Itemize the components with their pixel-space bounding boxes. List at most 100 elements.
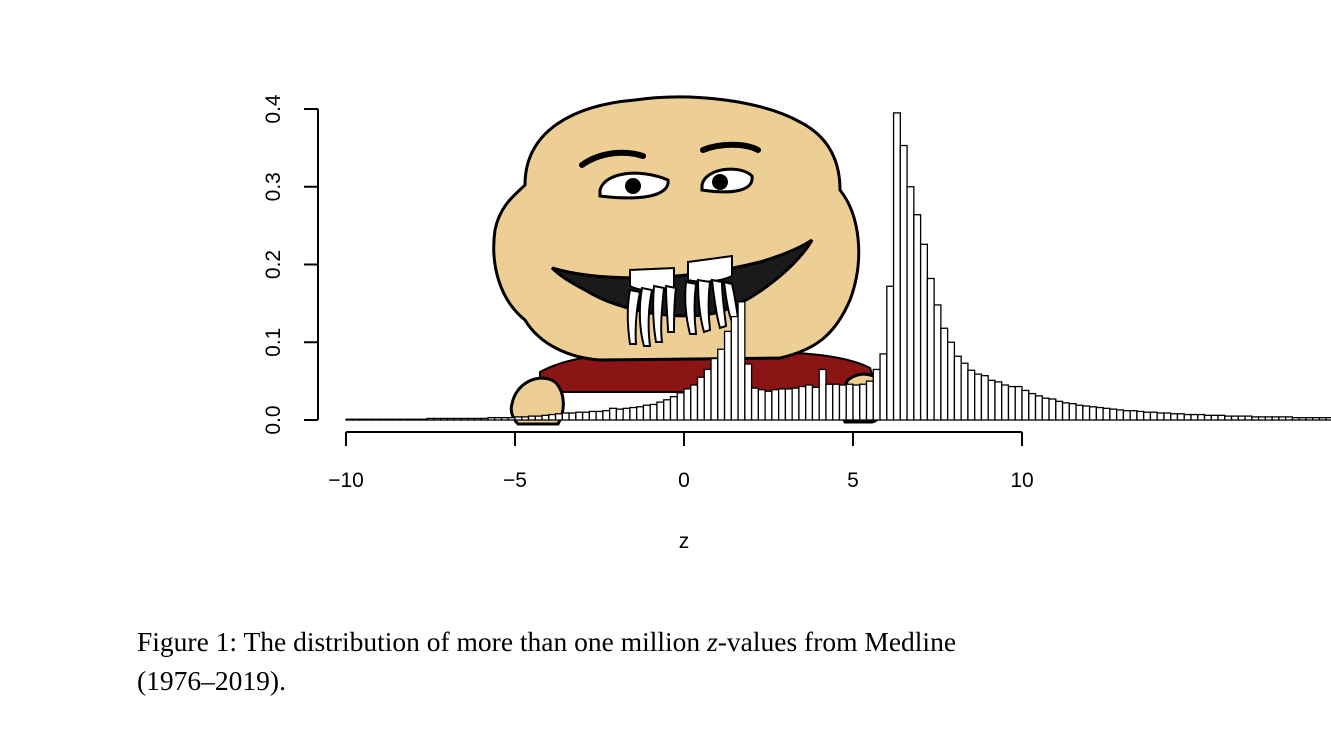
histogram-bar: [717, 348, 726, 421]
histogram-bar: [974, 373, 983, 421]
histogram-bar: [669, 396, 678, 421]
histogram-bar: [1028, 392, 1037, 421]
histogram-bar: [838, 384, 847, 421]
histogram-bar: [940, 327, 949, 421]
histogram-bar: [1251, 416, 1260, 421]
axes: −10 −5 0 5 10 0.0 0.1 0.2 0.3 0.4: [262, 94, 1034, 492]
histogram-bar: [1149, 411, 1158, 421]
histogram-bar: [392, 418, 401, 421]
histogram-bar: [1034, 395, 1043, 421]
histogram-bar: [615, 408, 624, 421]
histogram-bar: [710, 357, 719, 421]
histogram-bar: [865, 380, 874, 421]
histogram-bar: [406, 418, 415, 421]
cartoon-beard-right: [684, 278, 740, 335]
histogram-bar: [1224, 415, 1233, 421]
histogram-bar: [872, 368, 881, 421]
histogram-bar: [487, 417, 496, 421]
histogram-bar: [636, 406, 645, 421]
histogram-bar: [696, 376, 705, 421]
histogram-bar: [1305, 417, 1314, 421]
histogram-bar: [622, 407, 631, 421]
histogram-bar: [433, 417, 442, 421]
histogram-bar: [805, 384, 814, 421]
histogram-bar: [1102, 407, 1111, 421]
x-tick-label: −5: [503, 469, 527, 492]
histogram-bar: [845, 383, 854, 421]
histogram-bar: [730, 315, 739, 421]
histogram-bar: [899, 144, 908, 421]
histogram-bar: [1264, 416, 1273, 421]
histogram-bar: [399, 418, 408, 421]
histogram-bar: [426, 417, 435, 421]
histogram-bar: [791, 387, 800, 421]
x-axis-title: z: [679, 530, 690, 553]
histogram-bar: [1170, 413, 1179, 421]
histogram-bar: [987, 379, 996, 421]
histogram-bar: [561, 412, 570, 421]
histogram-bar: [1115, 409, 1125, 421]
caption-suffix: -values from Medline: [717, 626, 957, 657]
histogram-bar: [1210, 414, 1219, 421]
histogram-bar: [1156, 412, 1165, 421]
histogram-bar: [926, 277, 935, 421]
histogram-bar: [365, 418, 374, 421]
cartoon-brow-left: [579, 149, 646, 168]
histogram-bar: [1088, 406, 1098, 421]
histogram-bar: [750, 387, 760, 421]
histogram-bar: [1061, 402, 1070, 421]
histogram-bar: [419, 418, 428, 421]
cartoon-illustration: [492, 95, 888, 426]
histogram-bar: [1197, 413, 1206, 421]
histogram-bar: [886, 285, 895, 421]
histogram-bar: [663, 399, 672, 421]
histogram-bar: [460, 417, 469, 421]
histogram-bar: [494, 417, 503, 421]
histogram-bar: [379, 418, 388, 421]
histogram-bar: [642, 404, 651, 421]
histogram-bar: [649, 403, 658, 421]
histogram-bar: [1143, 411, 1152, 421]
histogram-bar: [527, 415, 536, 421]
histogram-bar: [1001, 384, 1010, 421]
x-tick-label: 10: [1010, 469, 1033, 492]
histogram-bar: [960, 362, 969, 421]
histogram-bar: [1136, 410, 1145, 421]
histogram-bar: [1230, 415, 1239, 421]
cartoon-pupil-left: [625, 178, 641, 194]
histogram-bar: [784, 388, 793, 421]
histogram-bar: [1163, 412, 1172, 421]
y-tick-label: 0.2: [262, 250, 285, 279]
histogram-bar: [1244, 415, 1253, 421]
histogram-bar: [1075, 404, 1084, 421]
histogram-bar: [534, 415, 543, 421]
histogram-bar: [602, 410, 611, 421]
histogram-bar: [541, 414, 550, 421]
histogram-bar: [1014, 385, 1023, 421]
histogram-bar: [446, 417, 455, 421]
histogram-bar: [345, 418, 354, 421]
histogram-bar: [832, 383, 841, 421]
cartoon-pupil-right: [712, 174, 728, 190]
histogram-bar: [737, 301, 746, 421]
histogram-bar: [690, 384, 699, 421]
x-tick-label: 5: [847, 469, 859, 492]
histogram-bar: [683, 388, 692, 421]
histogram-bar: [892, 112, 901, 421]
histogram-bar: [575, 411, 584, 421]
histogram-bar: [1021, 389, 1030, 421]
histogram-bar: [1095, 406, 1104, 421]
histogram-bar: [825, 383, 834, 421]
histogram-bar: [906, 186, 915, 421]
histogram-bar: [798, 385, 807, 421]
histogram-bar: [1183, 413, 1192, 421]
histogram-bar: [588, 410, 597, 421]
histogram-bar: [507, 417, 516, 421]
cartoon-mouth: [550, 238, 814, 318]
histogram-bar: [1055, 400, 1064, 421]
histogram-bar: [568, 412, 577, 421]
histogram-bar: [554, 413, 563, 421]
histogram-bar: [919, 243, 929, 421]
histogram-bar: [818, 368, 827, 421]
histogram-bar: [1190, 413, 1199, 421]
